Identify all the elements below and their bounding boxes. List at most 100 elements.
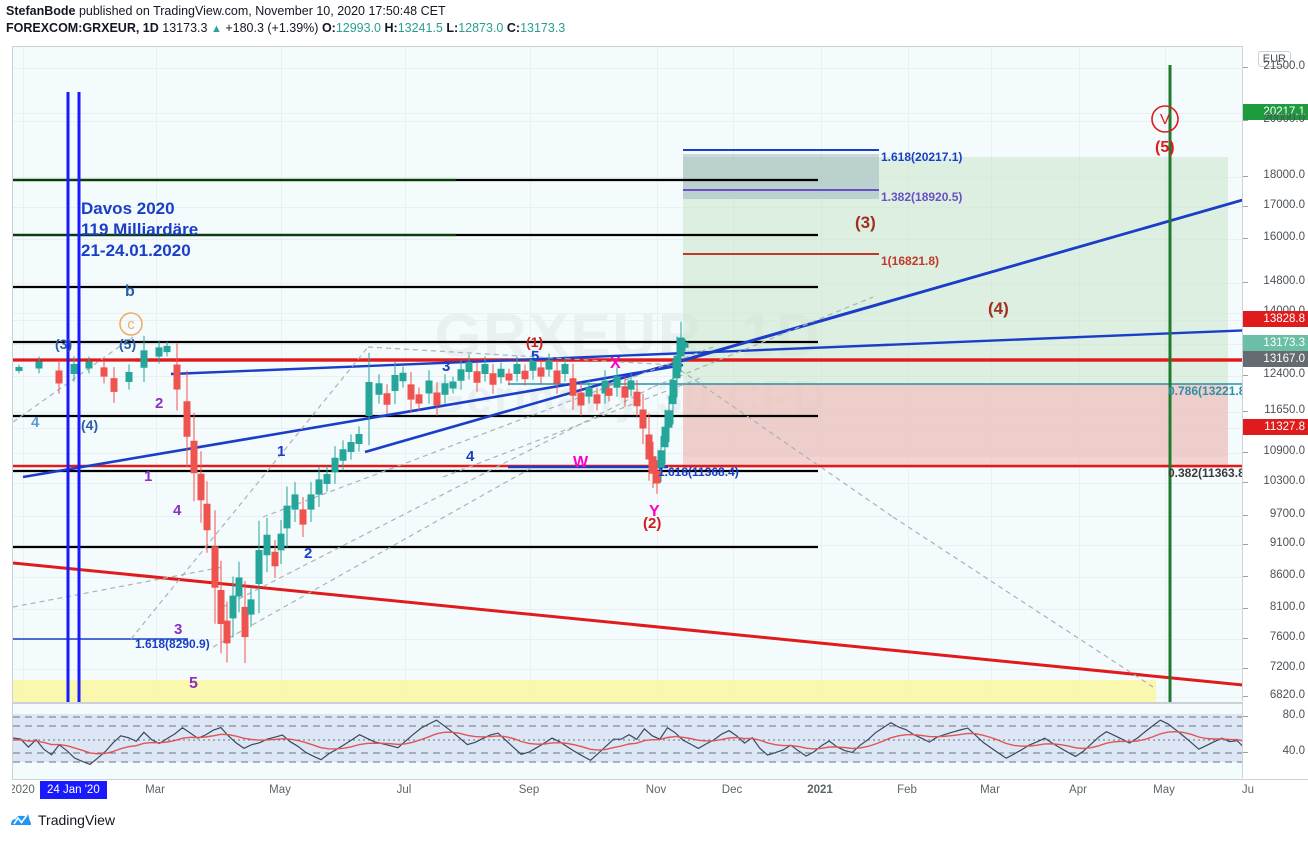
axis-tick — [1243, 67, 1248, 68]
wave-label: 21-24.01.2020 — [81, 241, 191, 260]
rsi-line — [13, 719, 1243, 766]
grid-line — [13, 113, 1243, 114]
time-tick-label: 2021 — [807, 784, 833, 796]
currency-badge: EUR — [1257, 51, 1291, 67]
indicator-tick-label: 80.0 — [1282, 709, 1305, 721]
chart-frame: GRXEUR, 1D Germany 30 CFD VIVc Davos 202… — [0, 40, 1308, 804]
grid-line — [281, 47, 282, 702]
wave-label: 119 Milliardäre — [81, 220, 199, 239]
price-tick-label: 6820.0 — [1269, 689, 1305, 701]
wave-label: (1) — [526, 334, 544, 350]
price-tick-label: 21500.0 — [1263, 60, 1305, 72]
ohlc-l-label: L: — [446, 21, 459, 35]
ohlc-l-value: 12873.0 — [458, 21, 504, 35]
price-axis[interactable]: EUR 21500.0 20217.1 20000.0 18000.0 17000.0 1… — [1242, 46, 1308, 701]
up-triangle-icon: ▲ — [210, 23, 222, 35]
axis-tick — [1243, 282, 1248, 283]
grid-line — [13, 545, 1243, 546]
wave-label: 3 — [174, 621, 183, 638]
wave-label: (3) — [55, 336, 73, 352]
grid-line — [13, 609, 1243, 610]
ohlc-c-value: 13173.3 — [520, 21, 566, 35]
grid-line — [657, 47, 658, 702]
price-badge: 13828.8 — [1243, 311, 1308, 327]
ohlc-h-value: 13241.5 — [397, 21, 443, 35]
price-badge: 13167.0 — [1243, 351, 1308, 367]
grid-line — [405, 47, 406, 702]
ohlc-o-value: 12993.0 — [335, 21, 382, 35]
rsi-ma-line — [13, 730, 1243, 755]
axis-tick — [1243, 452, 1248, 453]
tradingview-cloud-icon — [11, 814, 31, 825]
rsi-series — [13, 714, 1243, 766]
price-tick-label: 7600.0 — [1269, 631, 1305, 643]
red-retrace-zone — [683, 384, 1228, 468]
wave-label: 2 — [155, 395, 164, 412]
wave-label: (4) — [81, 417, 99, 433]
axis-tick — [1243, 238, 1248, 239]
grid-line — [13, 483, 1243, 484]
fib-level-label: 1.618(20217.1) — [881, 150, 963, 164]
time-tick-label: Dec — [721, 784, 743, 796]
tradingview-logo[interactable]: TradingView — [10, 812, 115, 828]
ohlc-o-label: O: — [321, 21, 336, 35]
grid-line — [530, 47, 531, 702]
time-tick-label: Mar — [145, 784, 165, 796]
time-tick-label: Mar — [980, 784, 1000, 796]
wave-label: (2) — [643, 515, 662, 532]
ohlc-h-label: H: — [384, 21, 398, 35]
price-badge: 13173.3 — [1243, 335, 1308, 351]
axis-tick — [1243, 638, 1248, 639]
wave-label: 4 — [466, 448, 475, 465]
price-change: +180.3 (+1.39%) — [225, 21, 319, 35]
price-tick-label: 7200.0 — [1269, 661, 1305, 673]
fib-level-label: 1.618(11368.4) — [658, 465, 739, 479]
brand-label: TradingView — [38, 812, 116, 828]
wave-label: c — [185, 698, 194, 702]
time-tick-label: Nov — [645, 784, 667, 796]
price-tick-label: 8600.0 — [1269, 569, 1305, 581]
time-tick-label: Ju — [1241, 784, 1255, 796]
wave-label: Davos 2020 — [81, 199, 175, 218]
axis-tick — [1243, 668, 1248, 669]
time-tick-label: Feb — [897, 784, 917, 796]
symbol-line: FOREXCOM:GRXEUR, 1D 13173.3 ▲ +180.3 (+1… — [6, 21, 565, 35]
indicator-band — [13, 714, 1243, 762]
time-tick-label: 2020 — [12, 784, 35, 796]
axis-tick — [1243, 176, 1248, 177]
time-tick-label: May — [269, 784, 291, 796]
price-tick-label: 10900.0 — [1263, 445, 1305, 457]
author-name: StefanBode — [6, 4, 76, 18]
grid-line — [13, 669, 1243, 670]
time-tick-label: Jul — [396, 784, 412, 796]
wave-label: 1 — [144, 468, 153, 485]
indicator-axis: 80.0 40.0 — [1242, 703, 1308, 778]
axis-tick — [1243, 576, 1248, 577]
axis-tick — [1243, 544, 1248, 545]
publish-meta: published on TradingView.com, November 1… — [78, 4, 446, 18]
wave-label: (4) — [988, 299, 1009, 318]
publish-line: StefanBode published on TradingView.com,… — [6, 4, 446, 18]
symbol-label[interactable]: FOREXCOM:GRXEUR, 1D — [6, 21, 159, 35]
price-tick-label: 18000.0 — [1263, 169, 1305, 181]
price-pane[interactable]: GRXEUR, 1D Germany 30 CFD VIVc Davos 202… — [12, 46, 1243, 703]
axis-tick — [1243, 206, 1248, 207]
price-tick-label: 12400.0 — [1263, 368, 1305, 380]
fib-level-label: 1.382(18920.5) — [881, 190, 963, 204]
wave-label: 1 — [277, 443, 286, 460]
wave-label: 5 — [531, 348, 540, 365]
wave-label: 5 — [189, 675, 198, 692]
grid-line — [13, 177, 1243, 178]
grid-line — [156, 47, 157, 702]
wave-label: X — [610, 355, 621, 372]
wave-label: b — [125, 283, 135, 300]
grid-line — [13, 516, 1243, 517]
indicator-pane[interactable] — [12, 703, 1243, 780]
price-tick-label: 16000.0 — [1263, 231, 1305, 243]
price-tick-label: 9100.0 — [1269, 537, 1305, 549]
time-axis[interactable]: 2020 24 Jan '20 Mar May Jul Sep Nov Dec 2021 Feb M… — [12, 779, 1308, 804]
axis-tick — [1243, 482, 1248, 483]
wave-label: 2 — [304, 545, 313, 562]
axis-tick — [1243, 752, 1248, 753]
axis-tick — [1243, 375, 1248, 376]
